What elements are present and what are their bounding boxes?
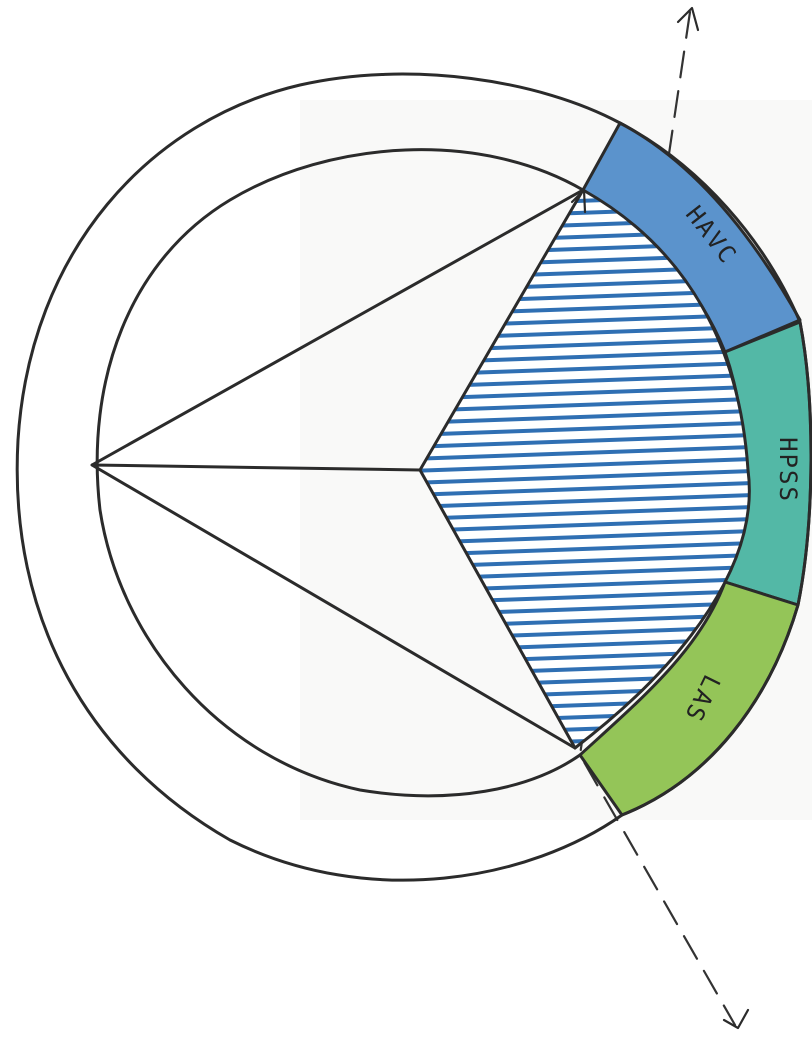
hatched-sector-outline — [418, 188, 751, 750]
outer-circle — [15, 72, 624, 882]
inner-arrowhead-icon — [570, 188, 587, 214]
outer-circle-right-arc — [618, 121, 812, 817]
bottom-arrowhead-icon — [722, 1008, 750, 1030]
top-arrowhead-icon — [676, 6, 700, 32]
segment-label-hpss: HPSS — [774, 437, 802, 503]
inner-circle — [95, 148, 585, 798]
fan-lines — [90, 188, 585, 750]
